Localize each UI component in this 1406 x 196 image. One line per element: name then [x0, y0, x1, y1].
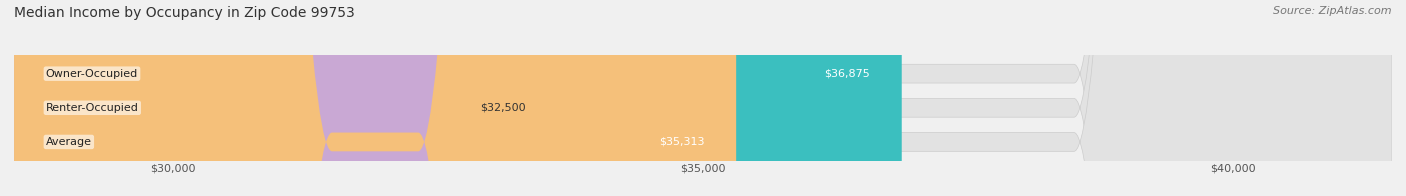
FancyBboxPatch shape — [14, 0, 737, 196]
Text: Owner-Occupied: Owner-Occupied — [46, 69, 138, 79]
Text: Renter-Occupied: Renter-Occupied — [46, 103, 139, 113]
FancyBboxPatch shape — [14, 0, 901, 196]
Text: $36,875: $36,875 — [824, 69, 870, 79]
Text: Average: Average — [46, 137, 91, 147]
FancyBboxPatch shape — [14, 0, 1392, 196]
Text: Median Income by Occupancy in Zip Code 99753: Median Income by Occupancy in Zip Code 9… — [14, 6, 354, 20]
FancyBboxPatch shape — [14, 0, 1392, 196]
FancyBboxPatch shape — [14, 0, 1392, 196]
Text: $35,313: $35,313 — [659, 137, 704, 147]
Text: $32,500: $32,500 — [481, 103, 526, 113]
Text: Source: ZipAtlas.com: Source: ZipAtlas.com — [1274, 6, 1392, 16]
FancyBboxPatch shape — [14, 0, 439, 196]
